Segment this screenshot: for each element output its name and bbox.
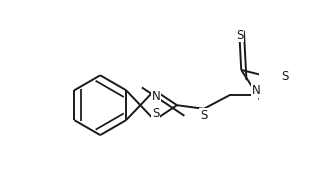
Text: S: S [236,29,244,41]
Text: S: S [200,108,208,122]
Text: S: S [281,70,289,83]
Text: N: N [252,84,260,97]
Text: N: N [151,90,160,103]
Text: S: S [152,107,159,120]
